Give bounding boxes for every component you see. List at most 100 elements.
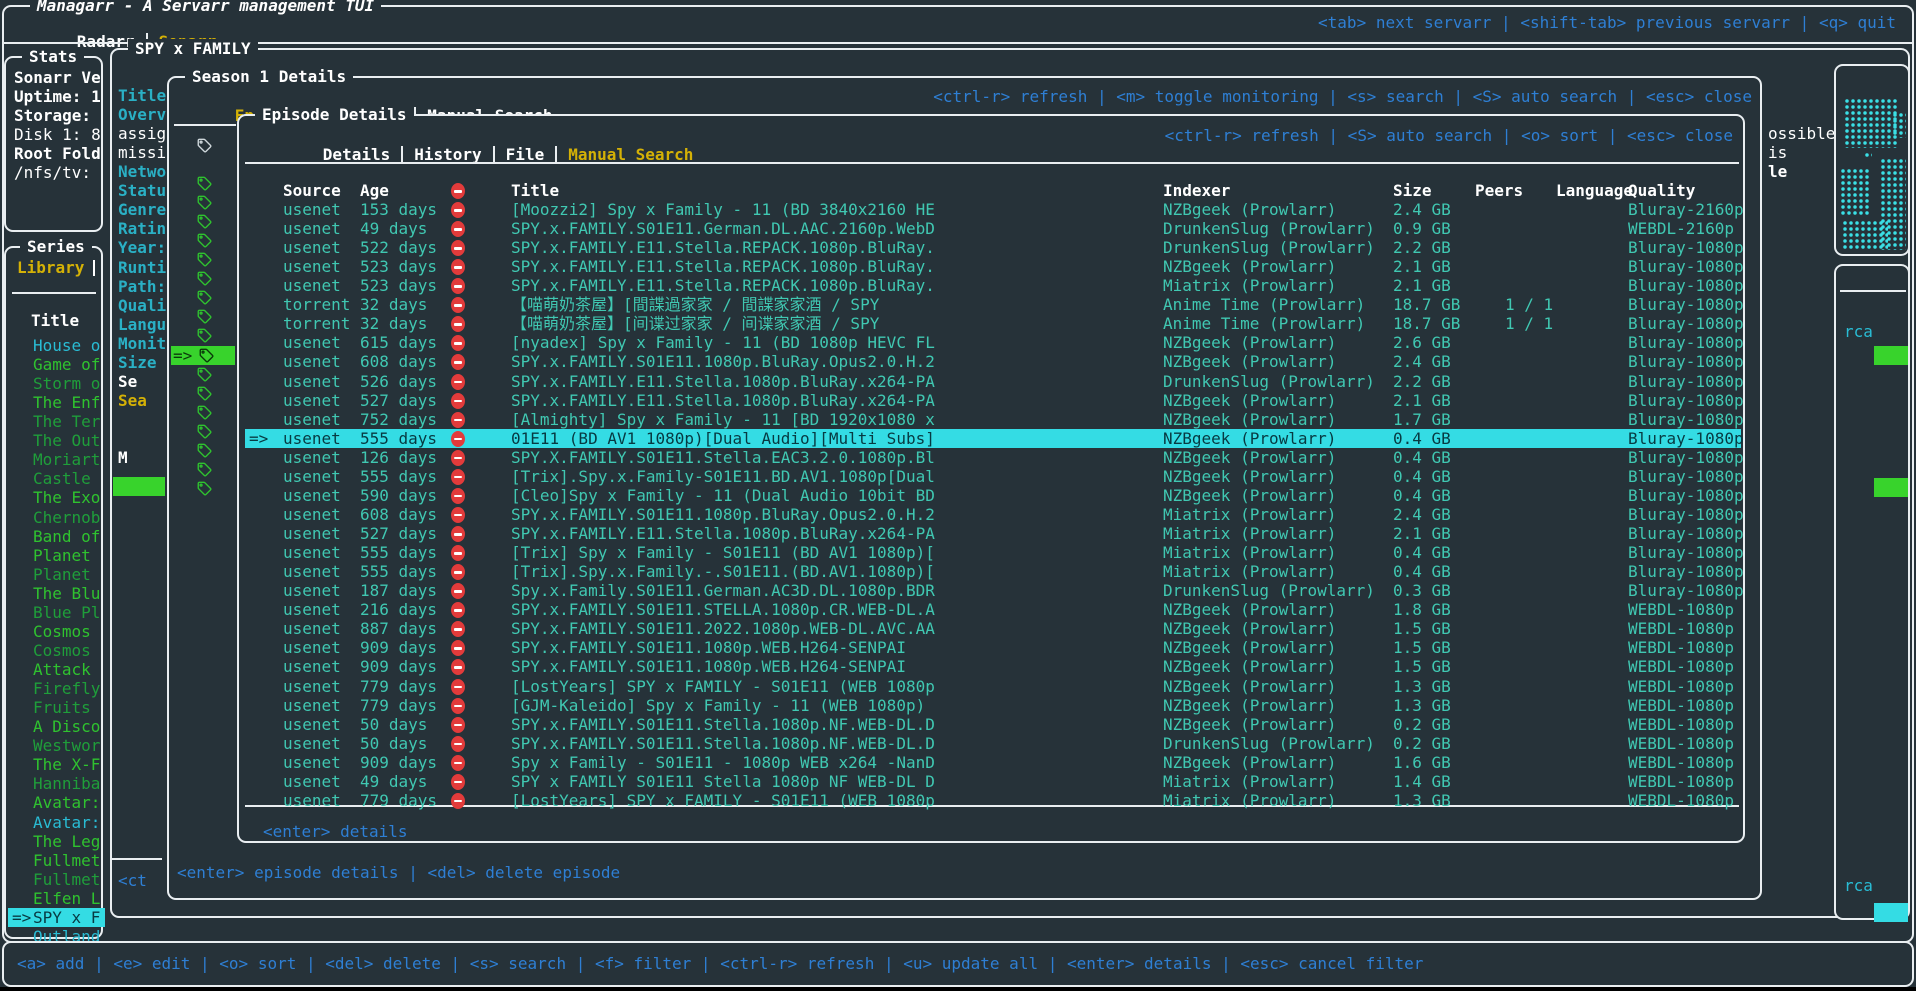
monitor-tag-icon[interactable] [197,328,212,343]
series-list-item[interactable]: Chernob [8,508,105,527]
search-result-row[interactable]: usenet 779 days [LostYears] SPY x FAMILY -… [245,791,1741,810]
search-result-row[interactable]: usenet 527 days SPY.x.FAMILY.E11.Stella.10… [245,524,1744,543]
search-result-row[interactable]: usenet 909 days Spy x Family - S01E11 - 10… [245,753,1741,772]
series-list-item[interactable]: Firefly [8,679,105,698]
search-result-row[interactable]: usenet 909 days SPY.x.FAMILY.S01E11.1080p.… [245,638,1741,657]
series-list-item[interactable]: The Enf [8,393,105,412]
monitor-tag-icon[interactable] [197,462,212,477]
search-result-row[interactable]: usenet 752 days [Almighty] Spy x Family - … [245,410,1744,429]
search-result-row[interactable]: usenet 523 days SPY.x.FAMILY.E11.Stella.RE… [245,257,1744,276]
series-list-item[interactable]: The Exo [8,488,105,507]
search-result-row[interactable]: usenet 216 days SPY.x.FAMILY.S01E11.STELLA… [245,600,1741,619]
monitor-tag-icon[interactable] [197,424,212,439]
search-result-row[interactable]: usenet 49 days SPY.x.FAMILY.S01E11.German.… [245,219,1741,238]
cell-indexer: NZBgeek (Prowlarr) [1163,638,1337,658]
series-list-item[interactable]: Fullmet [8,870,105,889]
search-result-row[interactable]: usenet 50 days SPY.x.FAMILY.S01E11.Stella.… [245,734,1741,753]
tab-radarr[interactable]: Radarr [76,32,135,51]
column-header[interactable]: Language [1556,181,1634,200]
series-list-item[interactable]: A Disco [8,717,105,736]
search-result-row[interactable]: usenet 779 days [LostYears] SPY x FAMILY -… [245,677,1741,696]
series-list-item[interactable]: Westwor [8,736,105,755]
search-result-row[interactable]: usenet 590 days [Cleo]Spy x Family - 11 (D… [245,486,1744,505]
series-list-item[interactable]: House o [8,336,105,355]
series-list-item[interactable]: Planet [8,565,105,584]
search-result-row[interactable]: torrent 32 days 【喵萌奶茶屋】[間諜過家家 / 間諜家家酒 / SP… [245,295,1744,314]
monitor-tag-icon[interactable] [197,367,212,382]
column-header[interactable]: Title [511,181,560,200]
search-result-row[interactable]: usenet 49 days SPY x FAMILY S01E11 Stella … [245,772,1741,791]
search-result-row[interactable]: usenet 887 days SPY.x.FAMILY.S01E11.2022.1… [245,619,1741,638]
series-list-item[interactable]: The X-F [8,755,105,774]
search-result-row[interactable]: => usenet 555 days 01E11 (BD AV1 1080p)[Dua… [245,428,1744,448]
search-result-row[interactable]: usenet 187 days Spy.x.Family.S01E11.German… [245,581,1744,600]
search-result-row[interactable]: usenet 555 days [Trix].Spy.x.Family.-.S01E… [245,562,1744,581]
search-result-row[interactable]: usenet 522 days SPY.x.FAMILY.E11.Stella.RE… [245,238,1744,257]
column-header[interactable]: Quality [1628,181,1696,200]
selected-season-sliver[interactable]: => S [113,477,165,496]
tab-ep-details[interactable]: Details [322,145,391,164]
search-result-row[interactable]: usenet 608 days SPY.x.FAMILY.S01E11.1080p.… [245,505,1744,524]
tab-ep-manual-search[interactable]: Manual Search [568,145,694,164]
column-header[interactable]: Indexer [1163,181,1231,200]
library-tab[interactable]: Library [17,258,85,277]
series-list-item[interactable]: Cosmos [8,641,105,660]
monitor-tag-icon[interactable] [197,405,212,420]
search-result-row[interactable]: usenet 615 days [nyadex] Spy x Family - 11… [245,333,1744,352]
tab-ep-file[interactable]: File [505,145,545,164]
series-list-item[interactable]: Storm o [8,374,105,393]
monitor-tag-icon[interactable] [197,214,212,229]
monitor-tag-icon[interactable] [197,176,212,191]
search-result-row[interactable]: torrent 32 days 【喵萌奶茶屋】[间谍过家家 / 间谍家家酒 / SP… [245,314,1744,333]
search-result-row[interactable]: usenet 523 days SPY.x.FAMILY.E11.Stella.RE… [245,276,1744,296]
series-list-item[interactable]: Castle [8,469,105,488]
series-list-item[interactable]: => SPY x F [8,907,105,927]
monitor-tag-icon[interactable] [197,443,212,458]
cell-age: 555 days [360,466,438,486]
monitor-tag-icon[interactable] [197,481,212,496]
search-result-row[interactable]: usenet 608 days SPY.x.FAMILY.S01E11.1080p.… [245,352,1744,371]
tab-ep-history[interactable]: History [414,145,482,164]
monitor-tag-icon[interactable] [197,195,212,210]
series-list-item[interactable]: Attack [8,660,105,679]
monitor-tag-icon[interactable] [197,138,212,153]
monitor-tag-icon[interactable] [197,309,212,324]
search-result-row[interactable]: usenet 527 days SPY.x.FAMILY.E11.Stella.10… [245,391,1744,410]
series-list-item[interactable]: Band of [8,527,105,546]
search-result-row[interactable]: usenet 526 days SPY.x.FAMILY.E11.Stella.10… [245,372,1744,391]
series-list-item[interactable]: Fruits [8,698,105,717]
series-list-item[interactable]: Moriart [8,450,105,469]
column-header[interactable]: Age [360,181,389,200]
selected-episode-row[interactable]: => [171,345,235,365]
search-result-row[interactable]: usenet 909 days SPY.x.FAMILY.S01E11.1080p.… [245,657,1741,676]
monitor-tag-icon[interactable] [197,271,212,286]
search-result-row[interactable]: usenet 779 days [GJM-Kaleido] Spy x Family… [245,696,1741,715]
series-list-item[interactable]: Elfen L [8,889,105,908]
series-list-item[interactable]: The Blu [8,584,105,603]
search-result-row[interactable]: usenet 555 days [Trix] Spy x Family - S01E… [245,543,1744,562]
monitor-tag-icon[interactable] [197,252,212,267]
monitor-tag-icon[interactable] [199,348,214,363]
search-result-row[interactable]: usenet 50 days SPY.x.FAMILY.S01E11.Stella.… [245,715,1741,734]
monitor-tag-icon[interactable] [197,386,212,401]
search-result-row[interactable]: usenet 555 days [Trix].Spy.x.Family-S01E11… [245,466,1744,486]
series-list-item[interactable]: Cosmos [8,622,105,641]
column-header[interactable]: Source [283,181,341,200]
column-header[interactable]: Size [1393,181,1432,200]
series-list-item[interactable]: Game of [8,355,105,374]
column-header[interactable]: Peers [1475,181,1524,200]
cell-source: usenet [283,276,341,296]
series-list-item[interactable]: The Leg [8,832,105,851]
series-list-item[interactable]: Planet [8,546,105,565]
search-result-row[interactable]: usenet 126 days SPY.X.FAMILY.S01E11.Stella… [245,448,1744,467]
series-list-item[interactable]: Hanniba [8,774,105,793]
series-list-item[interactable]: Fullmet [8,851,105,870]
series-list-item[interactable]: The Out [8,431,105,450]
series-list-item[interactable]: The Ter [8,412,105,431]
monitor-tag-icon[interactable] [197,290,212,305]
series-list-item[interactable]: Blue Pl [8,603,105,622]
series-list-item[interactable]: Avatar: [8,813,105,832]
series-list-item[interactable]: Avatar: [8,793,105,812]
monitor-tag-icon[interactable] [197,233,212,248]
search-result-row[interactable]: usenet 153 days [Moozzi2] Spy x Family - 1… [245,200,1744,219]
